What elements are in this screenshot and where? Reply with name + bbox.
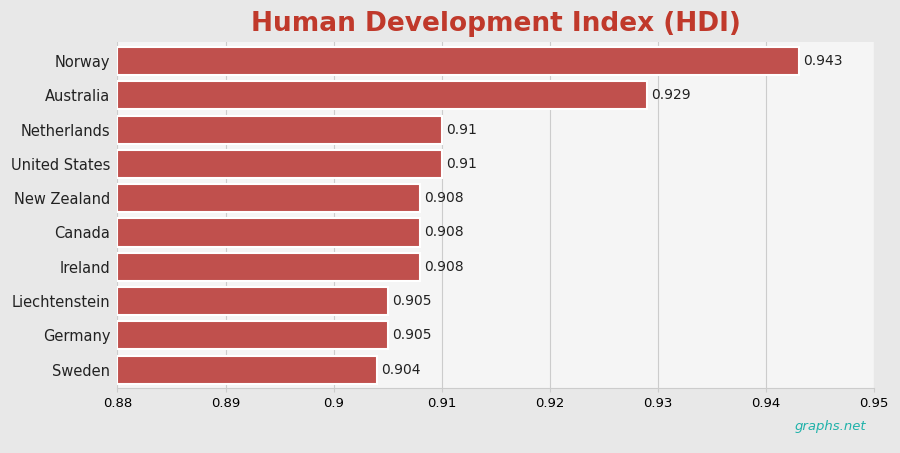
Text: 0.905: 0.905 bbox=[392, 328, 431, 342]
Bar bbox=[117, 184, 420, 212]
Title: Human Development Index (HDI): Human Development Index (HDI) bbox=[251, 11, 741, 37]
Bar bbox=[117, 218, 420, 246]
Bar bbox=[117, 116, 442, 144]
Text: 0.943: 0.943 bbox=[803, 54, 842, 68]
Bar bbox=[117, 356, 377, 384]
Text: 0.91: 0.91 bbox=[446, 157, 477, 171]
Text: 0.908: 0.908 bbox=[425, 260, 464, 274]
Bar bbox=[117, 253, 420, 281]
Text: graphs.net: graphs.net bbox=[795, 419, 867, 433]
Text: 0.905: 0.905 bbox=[392, 294, 431, 308]
Bar bbox=[117, 287, 388, 315]
Bar bbox=[117, 81, 647, 110]
Text: 0.929: 0.929 bbox=[652, 88, 691, 102]
Bar bbox=[117, 321, 388, 349]
Bar bbox=[117, 47, 798, 75]
Bar bbox=[117, 150, 442, 178]
Text: 0.908: 0.908 bbox=[425, 226, 464, 240]
Text: 0.908: 0.908 bbox=[425, 191, 464, 205]
Text: 0.904: 0.904 bbox=[382, 362, 420, 376]
Text: 0.91: 0.91 bbox=[446, 123, 477, 137]
